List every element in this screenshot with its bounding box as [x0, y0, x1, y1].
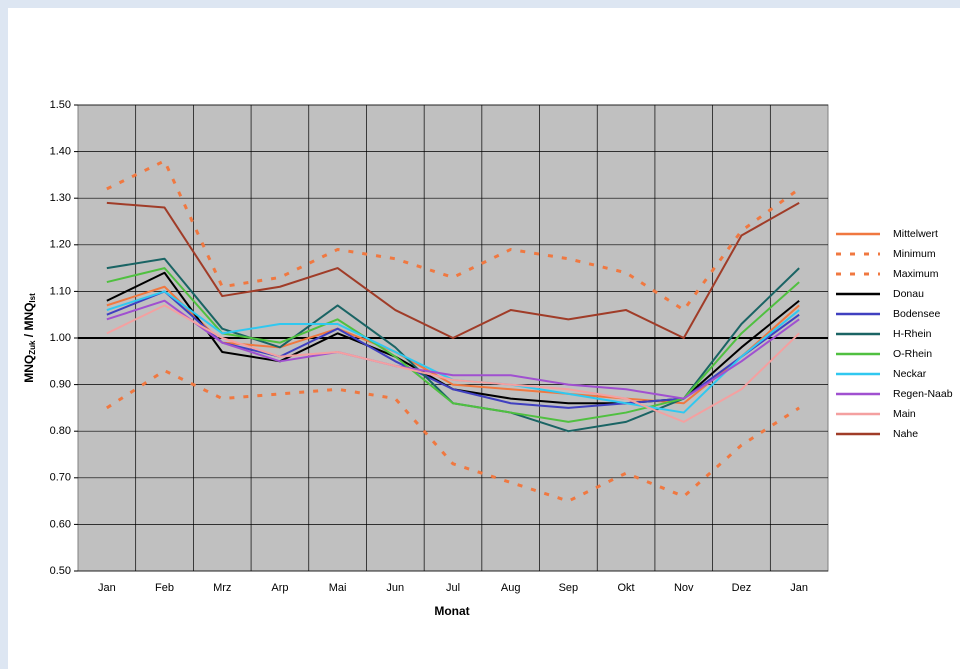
x-tick-label: Feb [155, 582, 174, 594]
legend-label: Mittelwert [893, 228, 938, 240]
x-tick-label: Dez [732, 582, 752, 594]
y-tick-label: 0.60 [50, 518, 71, 530]
legend-label: Nahe [893, 428, 918, 440]
legend-label: Bodensee [893, 308, 940, 320]
x-tick-label: Mai [329, 582, 347, 594]
y-tick-label: 1.00 [50, 332, 71, 344]
legend-label: Donau [893, 288, 924, 300]
y-axis-label: MNQZuk / MNQIst [22, 293, 37, 383]
x-axis-label: Monat [434, 604, 469, 618]
y-tick-label: 1.20 [50, 239, 71, 251]
legend-label: Regen-Naab [893, 388, 953, 400]
x-tick-label: Jun [386, 582, 404, 594]
legend-label: Neckar [893, 368, 927, 380]
x-tick-label: Jan [790, 582, 808, 594]
legend-label: Main [893, 408, 916, 420]
y-tick-label: 1.50 [50, 99, 71, 111]
y-tick-label: 0.70 [50, 472, 71, 484]
x-tick-label: Arp [271, 582, 288, 594]
x-tick-label: Jul [446, 582, 460, 594]
legend-label: Maximum [893, 268, 939, 280]
y-axis-label-part: Zuk [28, 340, 37, 355]
y-tick-label: 1.10 [50, 285, 71, 297]
x-tick-label: Sep [559, 582, 579, 594]
x-tick-label: Mrz [213, 582, 231, 594]
y-axis-label-part: MNQ [22, 355, 36, 383]
y-axis-label-part: / MNQ [22, 303, 36, 341]
y-tick-label: 0.50 [50, 565, 71, 577]
x-tick-label: Aug [501, 582, 521, 594]
series-line [106, 369, 800, 503]
y-tick-label: 1.30 [50, 192, 71, 204]
legend-label: H-Rhein [893, 328, 932, 340]
y-tick-label: 0.90 [50, 379, 71, 391]
y-tick-label: 1.40 [50, 146, 71, 158]
legend-label: Minimum [893, 248, 936, 260]
legend-label: O-Rhein [893, 348, 932, 360]
x-tick-label: Jan [98, 582, 116, 594]
series-line [106, 299, 800, 400]
series-line [106, 304, 800, 423]
x-tick-label: Nov [674, 582, 694, 594]
x-tick-label: Okt [618, 582, 635, 594]
y-tick-label: 0.80 [50, 425, 71, 437]
series-line [106, 201, 800, 339]
y-axis-label-part: Ist [28, 293, 37, 303]
